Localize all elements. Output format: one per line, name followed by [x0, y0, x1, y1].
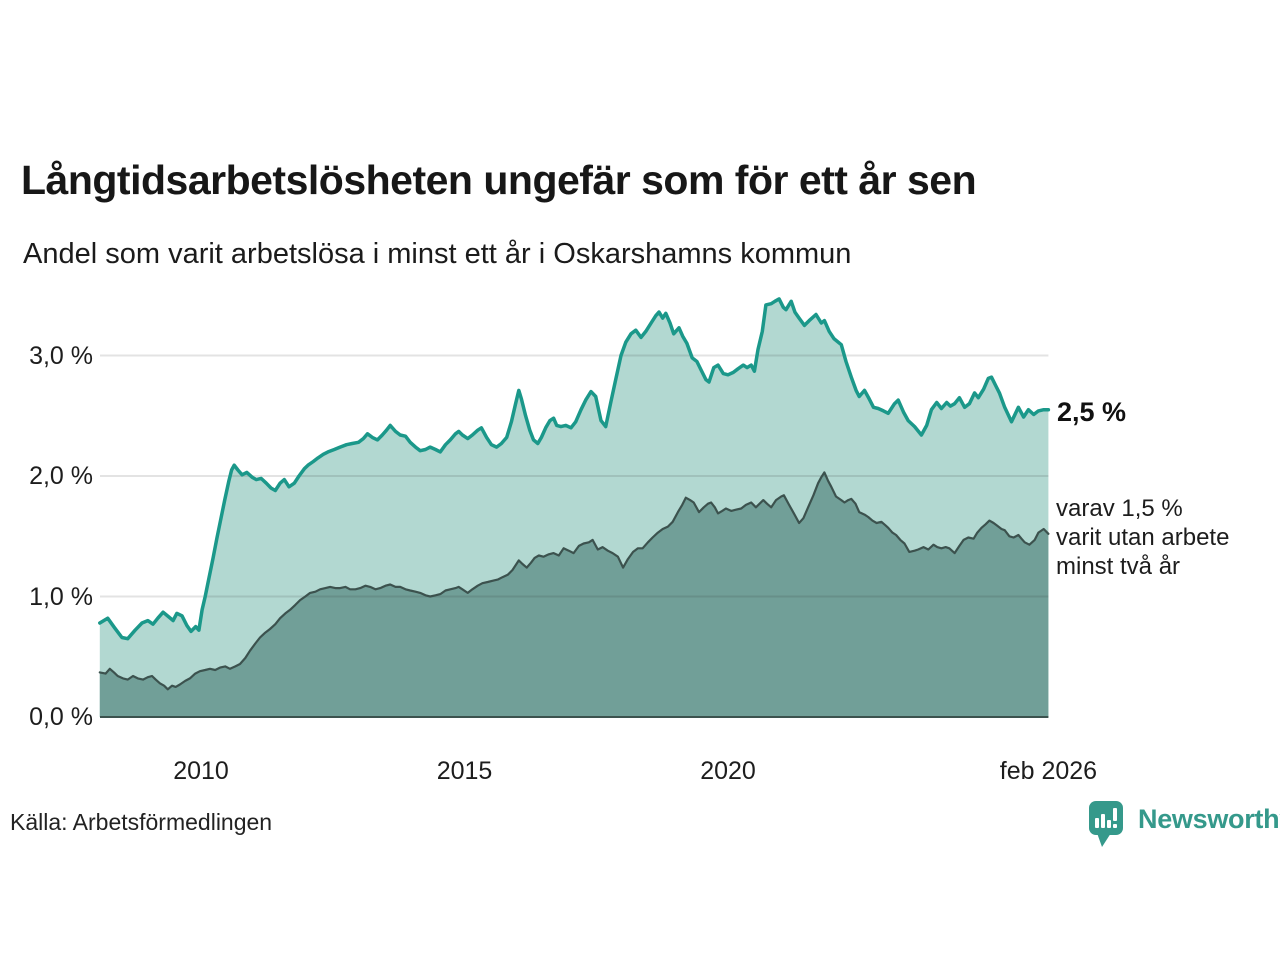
- x-axis-label: feb 2026: [999, 757, 1098, 785]
- x-axis-label: 2015: [436, 757, 493, 785]
- page-subtitle: Andel som varit arbetslösa i minst ett å…: [23, 238, 852, 271]
- bar-chart-glyph: [1095, 808, 1117, 828]
- newsworthy-logo-icon: [1089, 801, 1123, 847]
- y-axis-label: 3,0 %: [29, 341, 93, 370]
- source-caption: Källa: Arbetsförmedlingen: [10, 809, 273, 835]
- y-axis-label: 0,0 %: [29, 703, 93, 731]
- y-axis-label: 1,0 %: [29, 582, 93, 611]
- newsworthy-logo-text: Newsworthy: [1138, 804, 1280, 834]
- secondary-value-line: minst två år: [1056, 552, 1181, 580]
- newsworthy-logo: Newsworthy: [1088, 799, 1280, 849]
- speech-bubble-tail: [1097, 833, 1111, 847]
- latest-value-label: 2,5 %: [1057, 396, 1127, 427]
- x-axis-label: 2020: [700, 757, 756, 785]
- y-axis-label: 2,0 %: [29, 462, 93, 490]
- page-title: Långtidsarbetslösheten ungefär som för e…: [21, 157, 977, 204]
- secondary-value-line: varit utan arbete: [1056, 523, 1230, 551]
- secondary-value-line: varav 1,5 %: [1056, 494, 1183, 522]
- area-fill-series-1: [99, 472, 1049, 717]
- trend-line-series-0: [98, 297, 1051, 641]
- secondary-value-label: varav 1,5 % varit utan arbete minst två …: [1056, 494, 1229, 581]
- x-axis-label: 2010: [173, 757, 229, 785]
- trend-line-series-1: [98, 471, 1050, 691]
